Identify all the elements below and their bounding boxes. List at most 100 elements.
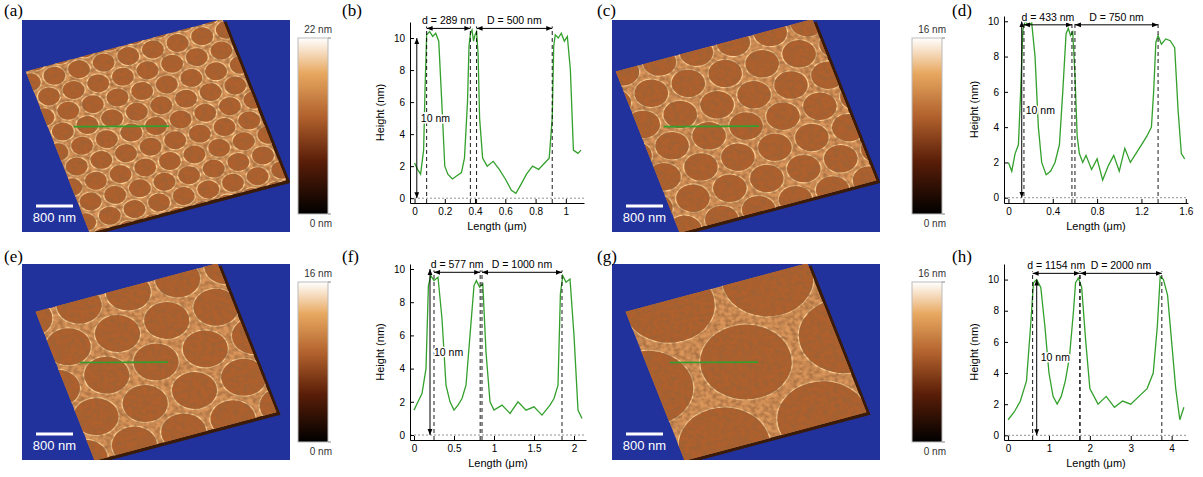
nanohole bbox=[863, 345, 866, 441]
y-tick: 0 bbox=[993, 430, 1008, 441]
annotations bbox=[1033, 271, 1162, 440]
y-tick: 0 bbox=[399, 193, 414, 204]
y-tick-label: 2 bbox=[399, 161, 405, 172]
x-axis-line bbox=[1005, 203, 1189, 204]
x-tick-mark bbox=[1131, 436, 1132, 440]
afm-texture bbox=[26, 20, 287, 232]
x-tick-label: 0 bbox=[412, 206, 418, 217]
y-tick: 2 bbox=[993, 157, 1008, 168]
height-label: 10 nm bbox=[1026, 104, 1055, 116]
panel-label: (g) bbox=[597, 247, 617, 266]
y-axis: 0246810 bbox=[988, 265, 1008, 442]
x-tick-label: 1.2 bbox=[1135, 206, 1149, 217]
x-tick: 1.6 bbox=[1179, 199, 1193, 217]
x-tick-mark bbox=[415, 199, 416, 203]
nanohole bbox=[616, 169, 649, 205]
y-tick-mark bbox=[1004, 373, 1008, 374]
colorbar-tick bbox=[942, 214, 945, 215]
colorbar bbox=[912, 38, 942, 214]
y-axis-title: Height (nm) bbox=[968, 81, 980, 138]
x-tick: 0 bbox=[1006, 199, 1012, 217]
afm-panel: 800 nm0 nm16 nm bbox=[0, 200, 350, 477]
annotations bbox=[430, 269, 562, 440]
y-tick-mark bbox=[410, 269, 414, 270]
x-tick-mark bbox=[1008, 199, 1009, 203]
afm-texture bbox=[626, 264, 867, 460]
panel-label: (b) bbox=[342, 1, 362, 20]
x-axis-title: Length (μm) bbox=[1066, 457, 1126, 469]
dimension-guide bbox=[470, 26, 471, 203]
x-tick-mark bbox=[454, 436, 455, 440]
profile-trace bbox=[74, 103, 169, 149]
x-tick-mark bbox=[1008, 436, 1009, 440]
dimension-label: D = 1000 nm bbox=[492, 258, 553, 270]
afm-surface-inner bbox=[616, 20, 877, 232]
dimension-guide bbox=[480, 270, 481, 440]
plot-area bbox=[1008, 276, 1184, 419]
y-tick-mark bbox=[1004, 404, 1008, 405]
x-tick-label: 1.6 bbox=[1179, 206, 1193, 217]
x-tick: 1.5 bbox=[528, 436, 542, 454]
y-tick-label: 2 bbox=[993, 157, 999, 168]
annotations bbox=[417, 26, 552, 203]
y-tick-mark bbox=[1004, 342, 1008, 343]
x-tick-mark bbox=[1172, 436, 1173, 440]
y-axis-title: Height (nm) bbox=[374, 323, 386, 380]
profile-trace bbox=[664, 103, 759, 149]
x-axis-title: Length (μm) bbox=[467, 220, 527, 232]
x-tick-label: 0.4 bbox=[1046, 206, 1060, 217]
afm-ridge bbox=[36, 264, 277, 460]
y-tick-label: 8 bbox=[993, 305, 999, 316]
nanohole bbox=[36, 406, 76, 454]
afm-surface-inner bbox=[626, 264, 867, 460]
scale-bar-label: 800 nm bbox=[33, 438, 76, 453]
profile-trace bbox=[80, 341, 168, 383]
dimension-label: d = 1154 nm bbox=[1027, 259, 1085, 271]
y-tick-mark bbox=[410, 335, 414, 336]
afm-ridge bbox=[616, 20, 877, 232]
afm-surface bbox=[22, 20, 290, 232]
x-tick-label: 2 bbox=[1088, 443, 1094, 454]
x-tick-label: 0.6 bbox=[499, 206, 513, 217]
y-tick-mark bbox=[1004, 435, 1008, 436]
x-tick: 0 bbox=[1006, 436, 1012, 454]
y-tick-label: 8 bbox=[399, 65, 405, 76]
dimension-guide bbox=[1071, 23, 1072, 203]
x-tick-label: 1.5 bbox=[528, 443, 542, 454]
x-tick-label: 0 bbox=[412, 443, 418, 454]
scale-bar bbox=[626, 205, 663, 208]
afm-background bbox=[22, 20, 290, 232]
nanohole bbox=[822, 20, 866, 31]
x-axis: 00.40.81.21.6 bbox=[1005, 199, 1194, 217]
nanohole bbox=[632, 264, 749, 270]
height-label: 10 nm bbox=[434, 346, 463, 358]
dimension-arrow bbox=[1080, 273, 1162, 274]
y-axis-title: Height (nm) bbox=[374, 84, 386, 141]
y-tick: 8 bbox=[993, 51, 1008, 62]
plot-area bbox=[415, 30, 581, 193]
annotation-texts: d = 433 nmD = 750 nm10 nm bbox=[1022, 11, 1145, 116]
afm-image bbox=[612, 264, 880, 460]
afm-panel: 800 nm0 nm16 nm bbox=[553, 0, 946, 283]
afm-surface-inner bbox=[26, 20, 287, 232]
y-tick-mark bbox=[1004, 280, 1008, 281]
y-tick: 4 bbox=[993, 368, 1008, 379]
height-arrow bbox=[416, 38, 417, 198]
colorbar-label: 16 nm bbox=[304, 268, 332, 279]
scale-bar-label: 800 nm bbox=[33, 210, 76, 225]
profile-chart: 00.511.520246810Length (μm)Height (nm)d … bbox=[374, 258, 587, 469]
y-tick: 8 bbox=[399, 65, 414, 76]
scale-bar bbox=[36, 205, 73, 208]
dimension-label: d = 433 nm bbox=[1022, 11, 1075, 23]
afm-surface-inner bbox=[36, 264, 277, 460]
y-axis-line bbox=[410, 265, 411, 441]
dimension-arrow bbox=[427, 28, 471, 29]
nanohole bbox=[236, 270, 276, 318]
x-axis-line bbox=[1005, 440, 1189, 441]
nanohole bbox=[843, 47, 876, 83]
x-axis: 01234 bbox=[1005, 436, 1189, 454]
y-tick-label: 4 bbox=[993, 368, 999, 379]
x-tick-label: 0 bbox=[1006, 443, 1012, 454]
y-tick-mark bbox=[410, 402, 414, 403]
x-tick: 1 bbox=[492, 436, 498, 454]
